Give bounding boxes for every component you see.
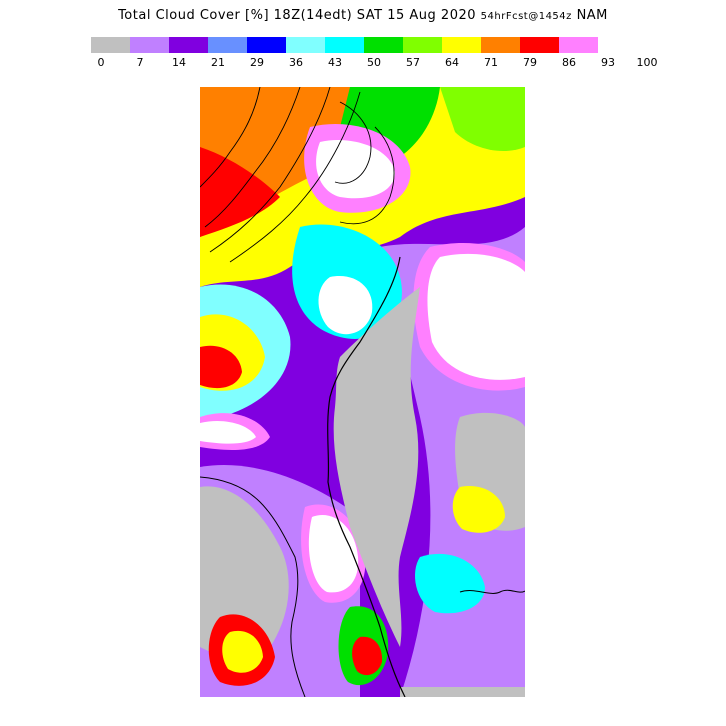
- field-yellow-sw: [222, 630, 263, 673]
- field-cyan-se: [415, 553, 485, 614]
- field-red-south: [352, 636, 383, 676]
- contour-3: [229, 91, 361, 263]
- legend-tick-label: 100: [636, 56, 658, 69]
- legend-swatch: [130, 37, 169, 53]
- map-canvas: [200, 87, 525, 697]
- overcast-west: [200, 420, 256, 444]
- contour-2: [209, 87, 331, 253]
- legend-swatch: [169, 37, 208, 53]
- legend-swatch: [91, 37, 130, 53]
- legend-tick-label: 43: [328, 56, 342, 69]
- field-yellow-east: [452, 486, 505, 533]
- legend-tick-label: 7: [136, 56, 144, 69]
- legend-tick-label: 93: [601, 56, 615, 69]
- field-red-west: [200, 345, 242, 389]
- clear-sky-sw: [200, 486, 289, 659]
- contour-4: [200, 87, 261, 188]
- map-title: Total Cloud Cover [%] 18Z(14edt) SAT 15 …: [0, 8, 726, 23]
- color-legend: [91, 37, 598, 53]
- legend-tick-label: 0: [97, 56, 105, 69]
- overcast-ne: [427, 253, 525, 380]
- overcast-center: [318, 276, 373, 335]
- field-lime-ne: [440, 87, 525, 152]
- legend-swatch: [325, 37, 364, 53]
- legend-tick-label: 79: [523, 56, 537, 69]
- overcast-north: [316, 140, 395, 199]
- coastline-main: [327, 256, 406, 697]
- contour-6: [339, 126, 395, 225]
- title-main: Total Cloud Cover [%] 18Z(14edt) SAT 15 …: [118, 8, 477, 23]
- legend-swatch: [559, 37, 598, 53]
- legend-swatch: [208, 37, 247, 53]
- title-forecast: 54hrFcst@1454z: [480, 11, 572, 22]
- legend-tick-label: 71: [484, 56, 498, 69]
- legend-swatch: [364, 37, 403, 53]
- legend-swatch: [520, 37, 559, 53]
- legend-tick-label: 64: [445, 56, 459, 69]
- legend-swatch: [286, 37, 325, 53]
- legend-swatch: [442, 37, 481, 53]
- clear-sky-south: [400, 687, 525, 697]
- legend-tick-label: 50: [367, 56, 381, 69]
- title-model: NAM: [576, 8, 608, 23]
- legend-tick-label: 14: [172, 56, 186, 69]
- clear-sky-coastal: [333, 287, 420, 647]
- legend-swatch: [247, 37, 286, 53]
- legend-swatch: [481, 37, 520, 53]
- legend-tick-label: 21: [211, 56, 225, 69]
- coastline-west: [200, 476, 306, 697]
- legend-tick-label: 29: [250, 56, 264, 69]
- legend-ticks: 0 7 14 21 29 36 43 50 57 64 71 79 86 93 100: [91, 56, 658, 70]
- island-outline: [459, 589, 525, 594]
- legend-swatch: [403, 37, 442, 53]
- contour-1: [204, 87, 301, 228]
- legend-tick-label: 57: [406, 56, 420, 69]
- cloud-cover-map: [200, 87, 525, 697]
- legend-tick-label: 36: [289, 56, 303, 69]
- contour-5: [334, 101, 372, 184]
- overcast-south: [308, 514, 359, 593]
- legend-tick-label: 86: [562, 56, 576, 69]
